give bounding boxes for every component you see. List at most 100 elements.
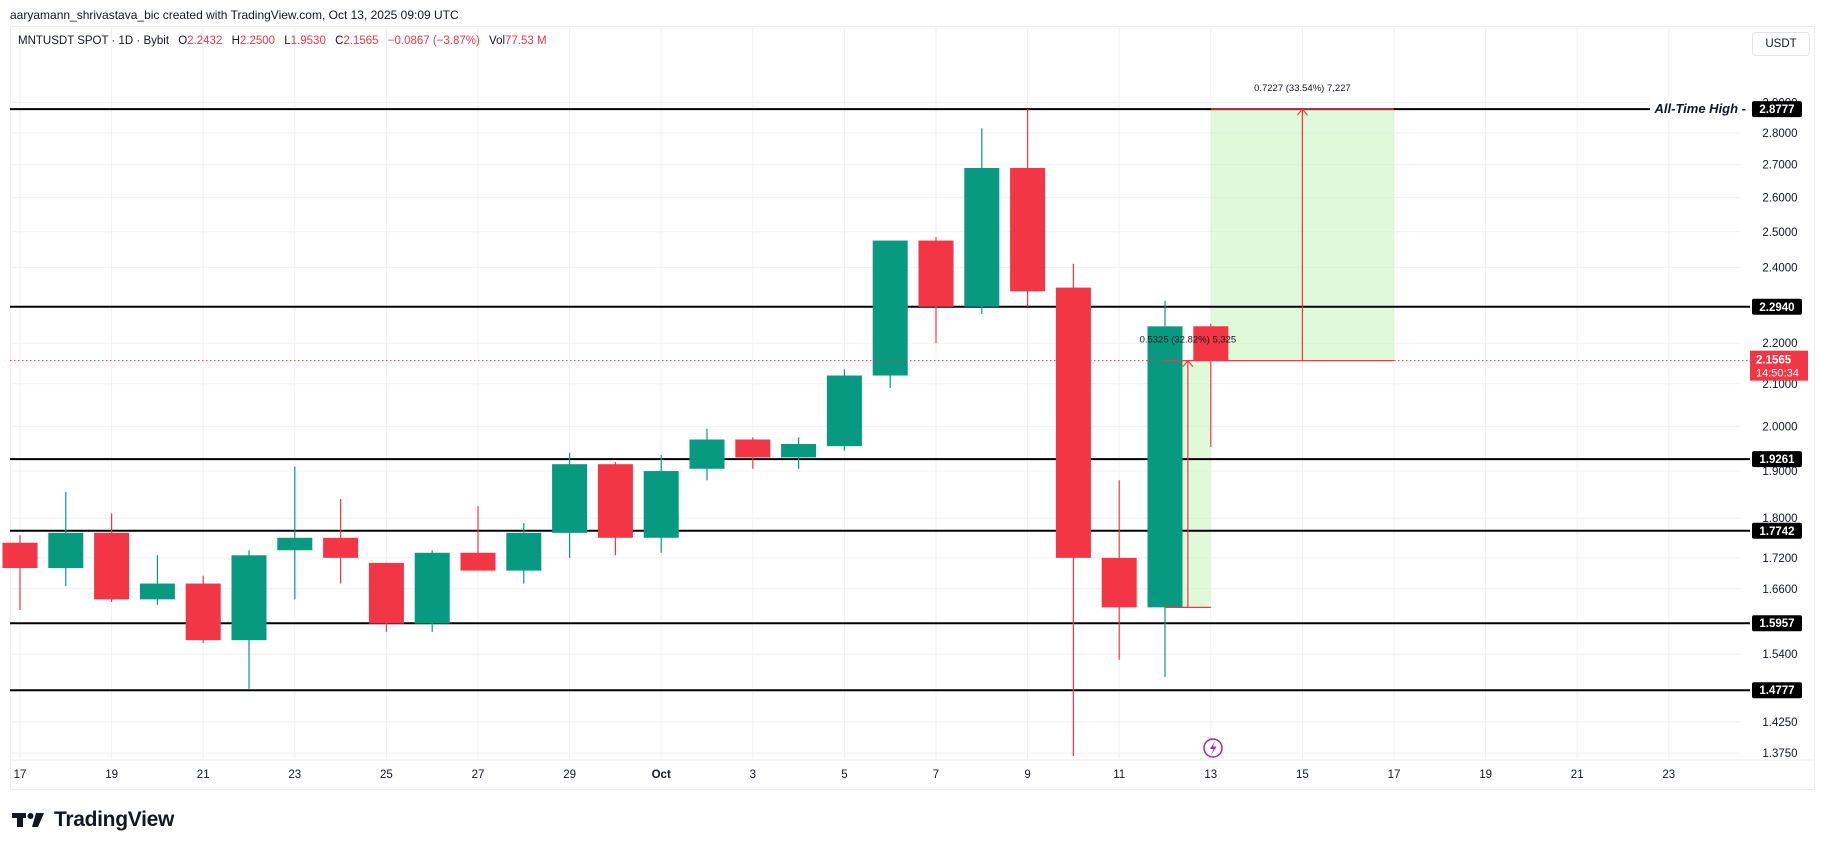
volume-value: 77.53 M: [505, 35, 547, 47]
candle-body: [1101, 557, 1137, 608]
time-axis[interactable]: 17 19 21 23 25 27 29 Oct 3 5 7 9 11 13 15 17 19 21 23: [10, 759, 1815, 781]
candle-body: [552, 464, 588, 533]
candle: [872, 240, 908, 388]
level-price-label: 1.7742: [1759, 526, 1794, 538]
time-tick-label: 21: [197, 769, 210, 781]
price-tick-label: 1.3750: [1762, 748, 1797, 760]
grid-lines: [10, 27, 1740, 760]
candle: [826, 369, 862, 451]
candle-body: [735, 439, 771, 458]
candlesticks: [2, 109, 1229, 757]
candle-body: [964, 167, 1000, 307]
time-tick-label: 19: [105, 769, 118, 781]
level-price-tag[interactable]: [1752, 101, 1802, 118]
candle: [368, 562, 404, 632]
candle: [1055, 263, 1091, 757]
candle: [1010, 109, 1046, 307]
event-marker[interactable]: [1203, 738, 1223, 758]
candle-body: [689, 439, 725, 469]
arrow-up-icon: [1182, 359, 1194, 368]
level-price-label: 1.5957: [1759, 618, 1794, 630]
price-tick-label: 1.8000: [1762, 513, 1797, 525]
price-tick-label: 1.6600: [1762, 584, 1797, 596]
time-tick-label: 27: [472, 769, 485, 781]
price-tick-label: 2.6000: [1762, 193, 1797, 205]
price-tick-label: 2.4000: [1762, 262, 1797, 274]
currency-button[interactable]: USDT: [1752, 32, 1810, 56]
candle-body: [368, 562, 404, 624]
candle-body: [139, 583, 175, 600]
open-label: O: [178, 35, 188, 47]
time-tick-label: 13: [1204, 769, 1217, 781]
candle-body: [918, 240, 954, 307]
level-price-tag[interactable]: [1752, 522, 1802, 539]
candle-body: [2, 542, 38, 569]
price-tick-label: 2.1000: [1762, 379, 1797, 391]
candle-body: [643, 471, 679, 538]
tradingview-logo[interactable]: TradingView: [12, 808, 174, 832]
time-tick-label: 25: [380, 769, 393, 781]
level-price-tag[interactable]: [1752, 451, 1802, 468]
tradingview-logo-icon: [12, 813, 44, 827]
candle-body: [277, 537, 313, 551]
candle: [139, 555, 175, 605]
time-tick-label: 17: [14, 769, 27, 781]
arrow-up-icon: [1296, 108, 1308, 116]
candle: [1193, 323, 1229, 448]
all-time-high-label: All-Time High -: [1654, 101, 1746, 116]
time-tick-label: 9: [1024, 769, 1030, 781]
candle: [460, 506, 496, 571]
candle-body: [781, 443, 817, 458]
time-tick-label: 23: [1662, 769, 1675, 781]
open-value: 2.2432: [187, 35, 223, 47]
price-tick-label: 1.7200: [1762, 553, 1797, 565]
candle: [643, 455, 679, 553]
price-tick-label: 1.5400: [1762, 649, 1797, 661]
candle-body: [872, 240, 908, 376]
candle-body: [826, 375, 862, 447]
candle: [918, 237, 954, 344]
measure-label: 0.7227 (33.54%) 7,227: [1254, 83, 1351, 94]
volume-label: Vol: [489, 35, 506, 47]
measure-label: 0.5325 (32.82%) 5,325: [1140, 335, 1237, 346]
time-tick-label: 5: [841, 769, 847, 781]
candle: [506, 523, 542, 584]
time-tick-label: 21: [1571, 769, 1584, 781]
chart-credit: aaryamann_shrivastava_bic created with T…: [10, 8, 459, 22]
candle: [1147, 300, 1183, 678]
time-tick-label: 19: [1479, 769, 1492, 781]
price-chart[interactable]: 0.5325 (32.82%) 5,325 0.7227 (33.54%) 7,2…: [0, 0, 1825, 800]
level-price-tag[interactable]: [1752, 615, 1802, 632]
symbol-title[interactable]: MNTUSDT SPOT · 1D · Bybit: [18, 35, 170, 47]
change-value: −0.0867 (−3.87%): [387, 35, 480, 47]
symbol-legend: MNTUSDT SPOT · 1D · Bybit O2.2432 H2.250…: [18, 35, 547, 47]
candle-body: [1193, 326, 1229, 361]
candle-body: [185, 583, 221, 641]
low-value: 1.9530: [290, 35, 326, 47]
high-value: 2.2500: [239, 35, 276, 47]
time-tick-label: Oct: [652, 769, 671, 781]
price-axis[interactable]: 2.90002.80002.70002.60002.50002.40002.20…: [10, 97, 1808, 760]
support-resistance-levels[interactable]: [10, 108, 1750, 692]
candle-body: [414, 552, 450, 624]
last-price-tag[interactable]: [1750, 350, 1808, 381]
ath-label-bg: [1650, 100, 1750, 119]
price-tick-label: 2.2000: [1762, 338, 1797, 350]
level-price-tag[interactable]: [1752, 682, 1802, 699]
level-price-label: 2.2940: [1759, 302, 1794, 314]
candle: [552, 452, 588, 558]
level-price-label: 1.4777: [1759, 685, 1794, 697]
low-label: L: [284, 35, 291, 47]
candle: [964, 128, 1000, 315]
candle-body: [1055, 287, 1091, 558]
candle: [2, 535, 38, 611]
candle-body: [1147, 326, 1183, 608]
candle-body: [506, 532, 542, 571]
close-label: C: [335, 35, 344, 47]
price-range-measure[interactable]: 0.5325 (32.82%) 5,325: [1140, 335, 1237, 608]
time-tick-label: 3: [750, 769, 756, 781]
candle: [735, 437, 771, 469]
close-value: 2.1565: [343, 35, 379, 47]
level-price-tag[interactable]: [1752, 298, 1802, 315]
price-tick-label: 2.7000: [1762, 160, 1797, 172]
